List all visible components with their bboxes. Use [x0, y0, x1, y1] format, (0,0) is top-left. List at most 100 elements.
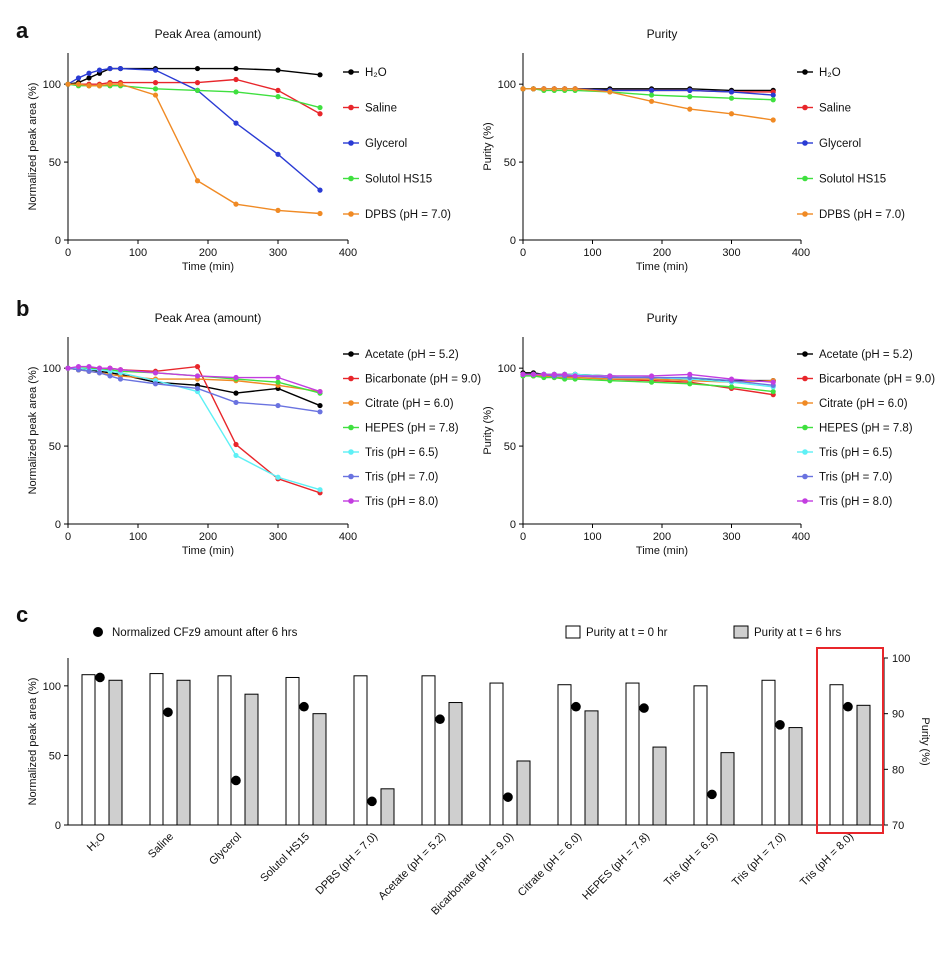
x-axis-label: Time (min)	[636, 545, 688, 557]
data-point	[86, 70, 92, 76]
data-point	[687, 106, 693, 112]
data-point	[65, 365, 71, 371]
dot-cfz9-amount	[299, 701, 309, 712]
data-point	[530, 371, 537, 377]
legend-marker-tris-ph-6-5	[802, 449, 808, 455]
legend-label-glycerol: Glycerol	[819, 138, 861, 150]
bar-purity-t6	[856, 704, 871, 826]
dot-cfz9-amount	[571, 701, 581, 712]
data-point	[687, 381, 693, 387]
chart-title: Peak Area (amount)	[155, 27, 262, 41]
legend-marker-solutol-hs15	[348, 175, 354, 182]
legend-marker-citrate-ph-6-0	[348, 400, 354, 406]
legend-label-saline: Saline	[819, 103, 851, 115]
data-point	[96, 365, 103, 371]
legend-marker-tris-ph-6-5	[348, 449, 354, 455]
left-tick-label: 50	[49, 750, 61, 762]
dot-cfz9-amount	[95, 672, 105, 683]
data-point	[117, 81, 124, 87]
category-label-dpbs-ph-7-0: DPBS (pH = 7.0)	[313, 831, 380, 898]
series-glycerol	[520, 86, 776, 98]
data-point	[648, 373, 655, 379]
legend-marker-solutol-hs15	[802, 175, 808, 182]
bar-purity-t0	[761, 679, 776, 826]
bar-purity-t0	[625, 682, 640, 826]
chart-b-peak-area: Peak Area (amount) 0 100 200 300 400 0 50 100 Tim…	[27, 311, 481, 557]
category-label-acetate-ph-5-2: Acetate (pH = 5.2)	[376, 831, 448, 903]
x-tick-label: 0	[65, 247, 71, 259]
data-point	[117, 376, 124, 382]
legend-label-hepes-ph-7-8: HEPES (pH = 7.8)	[819, 423, 913, 435]
legend-label-tris-ph-7-0: Tris (pH = 7.0)	[819, 472, 893, 484]
legend-label-dpbs-ph-7-0: DPBS (pH = 7.0)	[819, 209, 905, 221]
right-tick-label: 70	[892, 820, 904, 832]
bar-purity-t6	[244, 693, 259, 826]
y-axis-label: Purity (%)	[482, 406, 494, 454]
data-point	[152, 370, 159, 376]
data-point	[107, 81, 113, 87]
data-point	[65, 81, 71, 87]
panel-label-b: b	[16, 296, 29, 321]
x-tick-label: 200	[653, 247, 671, 259]
data-point	[275, 402, 281, 409]
y-tick-label: 50	[49, 157, 61, 169]
y-tick-label: 50	[49, 441, 61, 453]
y-tick-label: 100	[43, 363, 61, 375]
legend-marker-hepes-ph-7-8	[802, 424, 808, 431]
chart-title: Purity	[647, 27, 678, 41]
series-solutol-hs15	[65, 81, 323, 111]
legend-label-citrate-ph-6-0: Citrate (pH = 6.0)	[365, 398, 454, 410]
dot-cfz9-amount	[435, 714, 445, 725]
bar-purity-t6	[516, 760, 531, 826]
data-point	[317, 388, 323, 395]
legend-label-solutol-hs15: Solutol HS15	[365, 174, 432, 186]
legend-marker-citrate-ph-6-0	[802, 400, 808, 406]
data-point	[233, 120, 239, 126]
data-point	[86, 83, 92, 89]
data-point	[152, 67, 159, 73]
bar-purity-t0	[489, 682, 504, 826]
legend-label-solutol-hs15: Solutol HS15	[819, 174, 886, 186]
category-label-tris-ph-6-5: Tris (pH = 6.5)	[662, 831, 720, 889]
y-axis-label: Normalized peak area (%)	[27, 367, 39, 495]
data-point	[194, 80, 201, 86]
data-point	[75, 75, 82, 81]
data-point	[607, 89, 613, 95]
legend-label-acetate-ph-5-2: Acetate (pH = 5.2)	[819, 349, 913, 361]
x-tick-label: 200	[653, 531, 671, 543]
legend-label-dpbs-ph-7-0: DPBS (pH = 7.0)	[365, 209, 451, 221]
data-point	[275, 474, 281, 480]
data-point	[275, 67, 281, 73]
left-tick-label: 0	[55, 820, 61, 832]
legend-marker-bicarbonate-ph-9-0	[348, 375, 354, 382]
bar-purity-t0	[81, 674, 96, 826]
data-point	[562, 86, 568, 92]
y-tick-label: 50	[504, 441, 516, 453]
chart-title: Peak Area (amount)	[155, 311, 262, 325]
legend-marker-glycerol	[348, 140, 354, 146]
legend-marker-hepes-ph-7-8	[348, 424, 354, 431]
legend-label-tris-ph-6-5: Tris (pH = 6.5)	[819, 447, 893, 459]
legend-label-h2o: H₂O	[365, 67, 387, 79]
data-point	[233, 452, 239, 459]
data-point	[607, 373, 613, 379]
x-tick-label: 400	[339, 531, 357, 543]
data-point	[107, 65, 113, 72]
y-tick-label: 0	[55, 519, 61, 531]
x-tick-label: 300	[722, 247, 740, 259]
chart-a-purity: Purity 0 100 200 300 400 0 50 100 Time (min) Purit…	[482, 27, 905, 273]
data-point	[551, 86, 557, 92]
legend-label-tris-ph-8-0: Tris (pH = 8.0)	[365, 496, 439, 508]
right-tick-label: 100	[892, 653, 910, 665]
legend-label-bicarbonate-ph-9-0: Bicarbonate (pH = 9.0)	[819, 374, 935, 386]
legend-label-acetate-ph-5-2: Acetate (pH = 5.2)	[365, 349, 459, 361]
legend-label-purity-t0: Purity at t = 0 hr	[586, 627, 668, 639]
dot-cfz9-amount	[503, 792, 513, 802]
bar-purity-t6	[176, 679, 191, 826]
series-line-h2o	[67, 67, 321, 85]
legend-marker-saline	[348, 104, 354, 111]
bar-purity-t6	[652, 746, 667, 826]
data-point	[317, 402, 323, 409]
data-point	[86, 368, 92, 374]
